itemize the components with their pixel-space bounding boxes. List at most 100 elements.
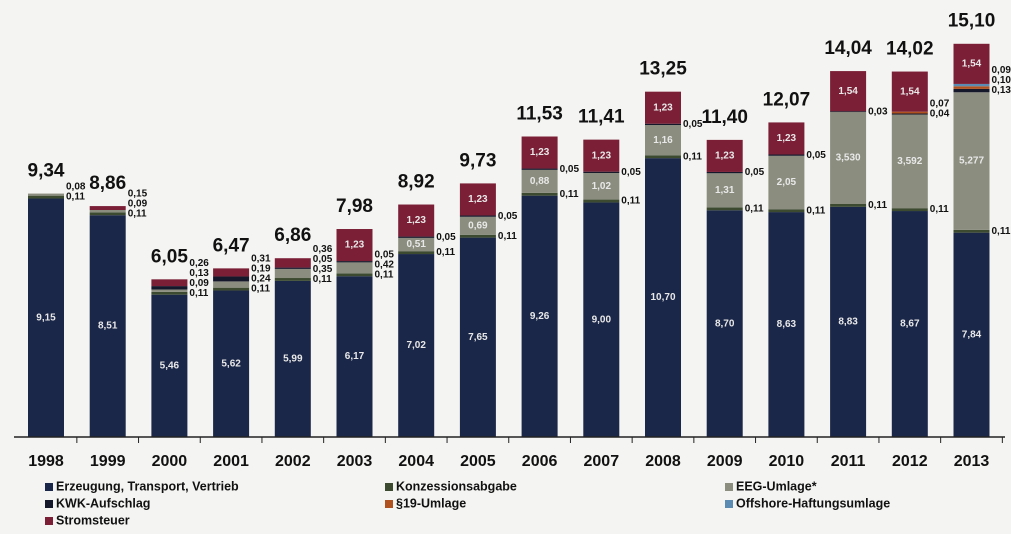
bar-segment — [706, 173, 743, 208]
segment-label: 1,23 — [468, 194, 488, 205]
legend-label: Offshore-Haftungsumlage — [736, 496, 890, 510]
segment-label: 7,02 — [406, 340, 426, 351]
segment-label: 8,67 — [900, 319, 920, 330]
segment-label: 0,05 — [621, 167, 641, 178]
bar-segment — [583, 171, 620, 173]
bar-segment — [891, 208, 928, 212]
segment-label: 5,46 — [160, 360, 180, 371]
bar-segment — [830, 111, 867, 113]
bar-segment — [891, 211, 928, 437]
bar-segment — [521, 169, 558, 193]
segment-label: 5,99 — [283, 354, 303, 365]
bar-segment — [398, 237, 435, 252]
segment-label: 0,15 — [128, 188, 148, 199]
bar-segment — [274, 258, 311, 268]
bar-segment — [645, 158, 681, 437]
bar-segment — [953, 83, 990, 87]
segment-label: 1,54 — [962, 59, 982, 70]
segment-label: 0,36 — [313, 244, 333, 255]
bar-segment — [830, 112, 867, 205]
legend-swatch — [385, 500, 393, 508]
bar-segment — [459, 234, 496, 238]
segment-label: 0,05 — [745, 167, 765, 178]
total-label: 7,98 — [336, 196, 373, 217]
bar-segment — [830, 204, 867, 207]
legend-swatch — [45, 500, 53, 508]
bar-segment — [213, 287, 250, 291]
total-label: 13,25 — [639, 59, 687, 80]
bar-segment — [891, 114, 928, 209]
segment-label: 0,69 — [468, 220, 488, 231]
x-tick-label: 1998 — [28, 453, 64, 470]
segment-label: 1,54 — [900, 86, 920, 97]
bar-segment — [336, 273, 373, 277]
legend-label: Konzessionsabgabe — [396, 479, 517, 493]
legend-label: §19-Umlage — [396, 496, 466, 510]
bar-segment — [459, 216, 496, 235]
segment-label: 8,83 — [838, 317, 858, 328]
segment-label: 0,88 — [530, 176, 550, 187]
bar-segment — [274, 278, 311, 281]
segment-label: 9,26 — [530, 311, 550, 322]
bar-segment — [336, 276, 373, 437]
x-tick-label: 2012 — [892, 453, 928, 470]
bar-segment — [706, 171, 743, 174]
bar-segment — [274, 280, 311, 437]
x-tick-label: 2007 — [584, 453, 620, 470]
total-label: 8,92 — [398, 172, 435, 193]
bar-segment — [459, 183, 496, 216]
total-label: 15,10 — [948, 10, 996, 31]
segment-label: 0,11 — [621, 196, 640, 207]
segment-label: 0,11 — [992, 226, 1011, 237]
segment-label: 0,31 — [251, 254, 271, 265]
bar-segment — [89, 215, 126, 437]
bar-segment — [830, 71, 867, 112]
bar-segment — [398, 251, 435, 255]
bar-segment — [213, 276, 250, 282]
segment-label: 0,13 — [189, 268, 209, 279]
segment-label: 0,09 — [189, 278, 209, 289]
bar-segment — [336, 262, 373, 274]
total-label: 6,47 — [213, 235, 250, 256]
total-label: 14,04 — [824, 38, 872, 59]
segment-label: 0,11 — [251, 284, 270, 295]
segment-label: 0,04 — [930, 109, 950, 120]
segment-label: 0,05 — [375, 249, 395, 260]
bar-segment — [953, 92, 990, 230]
segment-label: 1,54 — [838, 86, 858, 97]
segment-label: 1,23 — [777, 133, 797, 144]
bar-segment — [521, 168, 558, 170]
bar-segment — [398, 254, 435, 437]
segment-label: 9,15 — [36, 312, 56, 323]
segment-label: 0,11 — [375, 269, 394, 280]
legend-label: EEG-Umlage* — [736, 479, 817, 493]
segment-label: 10,70 — [650, 292, 675, 303]
x-tick-label: 2011 — [831, 453, 866, 470]
legend-swatch — [725, 483, 733, 491]
bar-segment — [151, 291, 188, 295]
segment-label: 7,84 — [962, 329, 982, 340]
segment-label: 0,07 — [930, 99, 950, 110]
segment-label: 0,05 — [683, 119, 703, 130]
bar-segment — [953, 86, 990, 89]
bar-segment — [398, 204, 435, 237]
bar-segment — [213, 268, 250, 277]
segment-label: 1,23 — [592, 150, 612, 161]
segment-label: 1,31 — [715, 185, 735, 196]
bar-segment — [768, 212, 805, 437]
segment-label: 0,13 — [992, 85, 1011, 96]
segment-label: 0,11 — [313, 274, 332, 285]
segment-label: 0,24 — [251, 274, 271, 285]
bar-segment — [151, 289, 188, 292]
total-label: 6,86 — [274, 225, 311, 246]
legend-swatch — [725, 500, 733, 508]
bar-segment — [953, 232, 990, 437]
total-label: 11,40 — [701, 107, 748, 128]
legend-label: KWK-Aufschlag — [56, 496, 150, 510]
bar-segment — [583, 172, 620, 200]
bar-segment — [645, 125, 681, 156]
segment-label: 9,00 — [592, 314, 612, 325]
segment-label: 1,23 — [345, 240, 365, 251]
segment-label: 0,42 — [375, 259, 395, 270]
bar-segment — [28, 195, 64, 199]
